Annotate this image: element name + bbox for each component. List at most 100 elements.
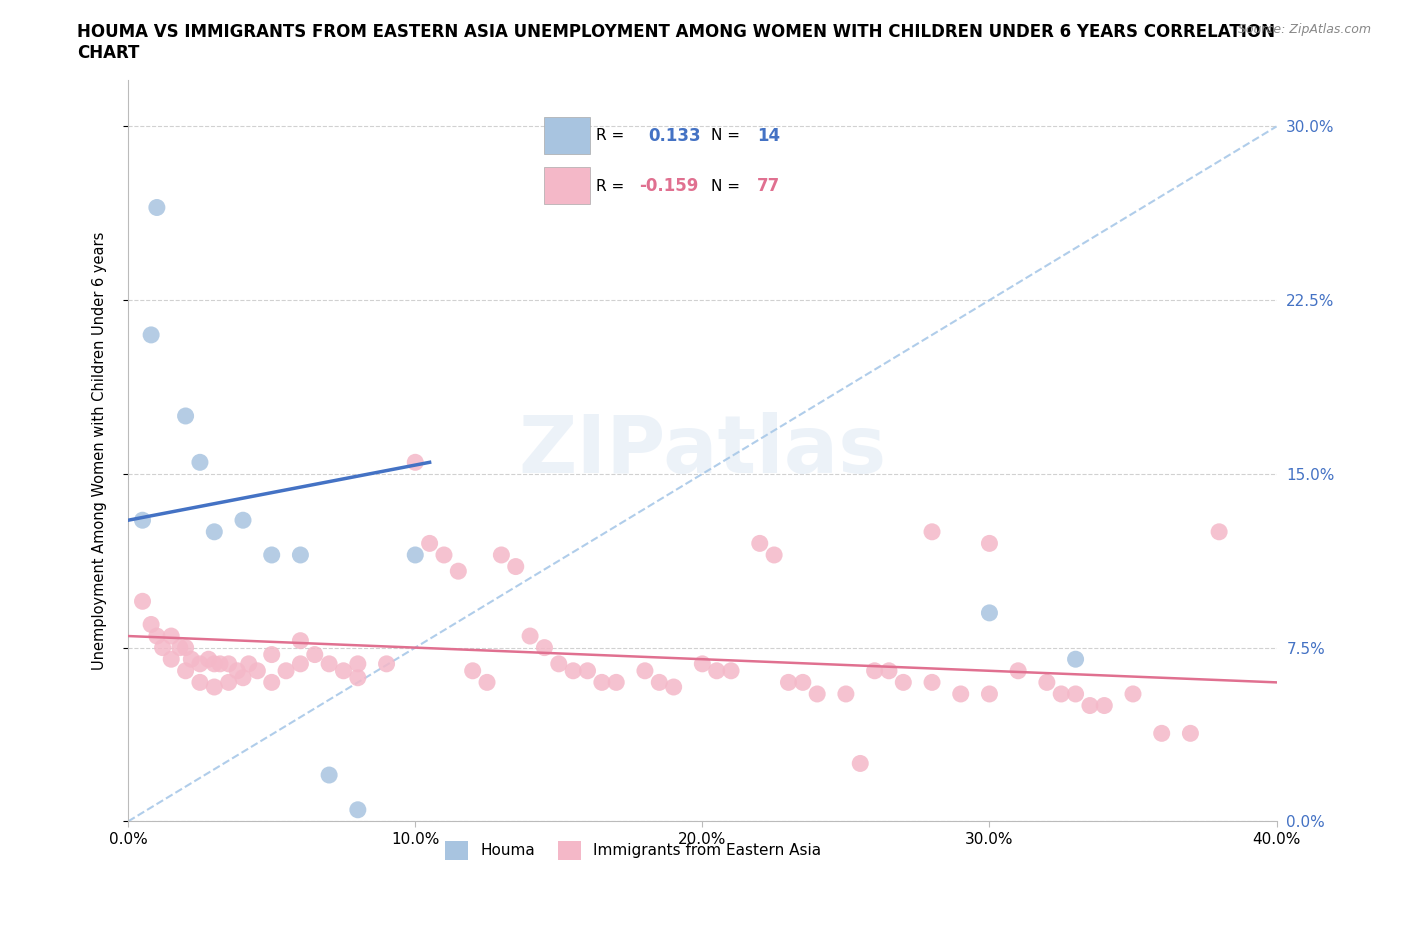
Point (188, 657, 211, 671)
Point (347, 671, 370, 685)
Text: 0.133: 0.133 (648, 126, 702, 145)
Point (1050, 686, 1073, 701)
Point (576, 663, 599, 678)
FancyBboxPatch shape (544, 166, 591, 205)
Point (208, 657, 231, 671)
Point (232, 512, 254, 527)
Point (404, 548, 426, 563)
Point (1180, 726, 1202, 741)
Point (648, 675, 671, 690)
Point (202, 525, 225, 539)
Point (662, 680, 685, 695)
Point (260, 548, 283, 563)
Point (1208, 525, 1230, 539)
Point (188, 455, 211, 470)
Point (1150, 726, 1173, 741)
Point (131, 594, 153, 609)
Point (146, 629, 169, 644)
Text: 14: 14 (756, 126, 780, 145)
Point (152, 640, 174, 655)
Point (835, 686, 858, 701)
Point (806, 686, 828, 701)
Point (475, 675, 498, 690)
Point (290, 657, 312, 671)
Point (921, 675, 943, 690)
FancyBboxPatch shape (544, 116, 591, 154)
Point (849, 756, 872, 771)
Point (160, 652, 183, 667)
Point (949, 686, 972, 701)
Point (692, 657, 714, 671)
Point (1036, 675, 1059, 690)
Point (274, 663, 297, 678)
Text: -0.159: -0.159 (640, 177, 699, 195)
Point (634, 663, 657, 678)
Point (318, 767, 340, 782)
Point (260, 675, 283, 690)
Point (174, 663, 197, 678)
Text: HOUMA VS IMMIGRANTS FROM EASTERN ASIA UNEMPLOYMENT AMONG WOMEN WITH CHILDREN UND: HOUMA VS IMMIGRANTS FROM EASTERN ASIA UN… (77, 23, 1275, 62)
Point (197, 652, 219, 667)
Point (180, 652, 202, 667)
Point (169, 640, 191, 655)
Point (218, 657, 240, 671)
Point (332, 663, 354, 678)
Legend: Houma, Immigrants from Eastern Asia: Houma, Immigrants from Eastern Asia (439, 835, 828, 866)
Point (174, 408, 197, 423)
Point (202, 657, 225, 671)
Point (226, 663, 249, 678)
Text: Source: ZipAtlas.com: Source: ZipAtlas.com (1237, 23, 1371, 36)
Point (347, 803, 370, 817)
Point (591, 675, 613, 690)
Point (891, 675, 914, 690)
Point (290, 633, 312, 648)
Text: N =: N = (710, 128, 744, 143)
Point (1122, 686, 1144, 701)
Point (433, 548, 456, 563)
Point (232, 671, 254, 685)
Point (706, 663, 728, 678)
Point (218, 675, 240, 690)
Point (491, 548, 513, 563)
Text: R =: R = (596, 128, 630, 143)
Point (174, 640, 197, 655)
Text: N =: N = (710, 179, 744, 193)
Point (131, 512, 153, 527)
Point (562, 663, 585, 678)
Point (347, 657, 370, 671)
Point (290, 548, 312, 563)
Point (260, 647, 283, 662)
Point (404, 455, 426, 470)
Point (461, 663, 484, 678)
Point (505, 559, 527, 574)
Point (1064, 652, 1087, 667)
Point (763, 548, 786, 563)
Point (863, 663, 886, 678)
Point (419, 536, 441, 551)
Point (792, 675, 814, 690)
Point (877, 663, 900, 678)
Point (979, 536, 1001, 551)
Point (1092, 698, 1115, 713)
Point (188, 675, 211, 690)
Point (202, 680, 225, 695)
Point (979, 605, 1001, 620)
Point (748, 536, 770, 551)
Point (979, 686, 1001, 701)
Point (533, 640, 555, 655)
Text: R =: R = (596, 179, 630, 193)
Point (304, 647, 326, 662)
Point (146, 200, 169, 215)
Point (720, 663, 742, 678)
Point (318, 657, 340, 671)
Text: 77: 77 (756, 177, 780, 195)
Point (519, 629, 541, 644)
Point (921, 525, 943, 539)
Y-axis label: Unemployment Among Women with Children Under 6 years: Unemployment Among Women with Children U… (93, 232, 107, 670)
Point (1064, 686, 1087, 701)
Point (1007, 663, 1029, 678)
Point (447, 564, 470, 578)
Point (246, 663, 269, 678)
Point (139, 327, 162, 342)
Text: ZIPatlas: ZIPatlas (519, 412, 886, 490)
